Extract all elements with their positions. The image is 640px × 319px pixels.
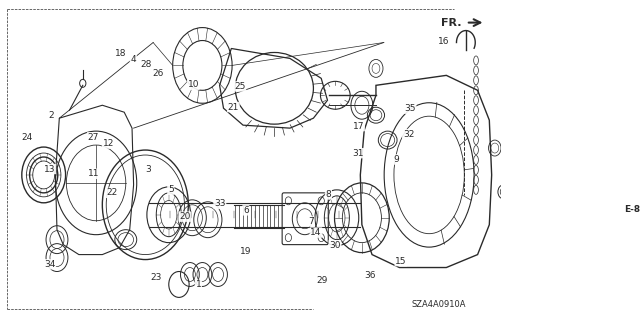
Text: E-8: E-8 xyxy=(625,205,640,214)
Text: 17: 17 xyxy=(353,122,364,131)
Text: 19: 19 xyxy=(240,247,252,256)
Text: 8: 8 xyxy=(326,190,332,199)
Text: 31: 31 xyxy=(353,149,364,158)
Text: FR.: FR. xyxy=(442,18,462,28)
Text: 23: 23 xyxy=(150,272,161,281)
Text: 27: 27 xyxy=(88,133,99,142)
Text: 26: 26 xyxy=(152,69,164,78)
Text: 30: 30 xyxy=(329,241,340,250)
Text: 24: 24 xyxy=(21,133,33,142)
Text: 36: 36 xyxy=(364,271,376,280)
Text: SZA4A0910A: SZA4A0910A xyxy=(412,300,466,309)
Text: 11: 11 xyxy=(88,169,99,178)
Text: 18: 18 xyxy=(115,48,127,58)
Text: 3: 3 xyxy=(145,165,151,174)
Text: 20: 20 xyxy=(179,212,191,221)
Text: 33: 33 xyxy=(214,199,225,208)
Text: 22: 22 xyxy=(106,188,117,197)
Text: 21: 21 xyxy=(228,103,239,112)
Text: 10: 10 xyxy=(188,80,199,89)
Text: 25: 25 xyxy=(234,82,246,91)
Text: 5: 5 xyxy=(168,185,173,194)
Text: 15: 15 xyxy=(396,257,407,266)
Text: 16: 16 xyxy=(438,38,449,47)
Text: 28: 28 xyxy=(140,60,152,69)
Text: 2: 2 xyxy=(48,111,54,120)
Text: 35: 35 xyxy=(404,104,416,113)
Text: 1: 1 xyxy=(195,280,201,289)
Text: 9: 9 xyxy=(393,155,399,164)
Text: 14: 14 xyxy=(310,228,322,237)
Text: 7: 7 xyxy=(308,217,314,226)
Text: 34: 34 xyxy=(44,260,56,269)
Text: 13: 13 xyxy=(44,165,56,174)
Text: 12: 12 xyxy=(102,139,114,148)
Text: 6: 6 xyxy=(243,206,249,215)
Text: 4: 4 xyxy=(131,55,136,64)
Text: 29: 29 xyxy=(316,276,328,285)
Text: 32: 32 xyxy=(403,130,414,138)
